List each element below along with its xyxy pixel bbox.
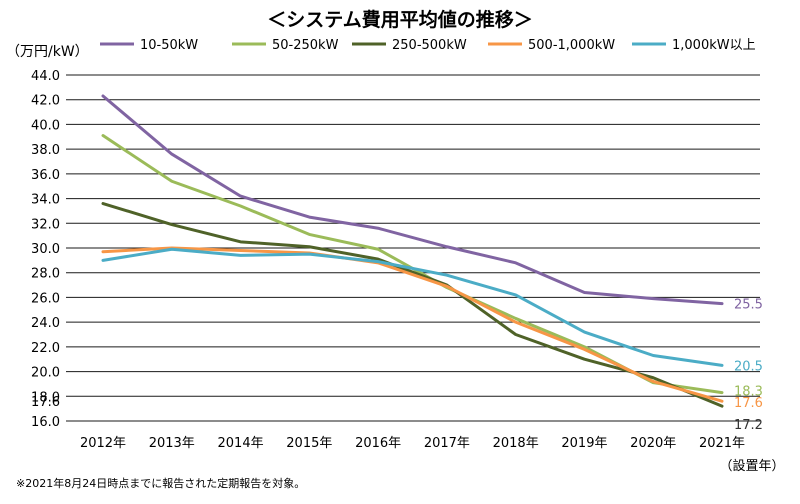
x-tick-label: 2014年 <box>218 436 264 451</box>
y-tick-label: 34.0 <box>31 193 60 208</box>
end-value-label: 25.5 <box>734 298 763 313</box>
y-tick-label: 30.0 <box>31 242 60 257</box>
series-lines <box>101 94 724 408</box>
y-axis-label: （万円/kW） <box>6 44 89 60</box>
series-line <box>101 202 724 408</box>
chart-title: ＜システム費用平均値の推移＞ <box>267 8 532 31</box>
footnote: ※2021年8月24日時点までに報告された定期報告を対象。 <box>16 476 305 490</box>
y-tick-label: 32.0 <box>31 217 60 232</box>
x-tick-label: 2017年 <box>424 436 470 451</box>
end-value-label: 17.6 <box>734 396 763 411</box>
y-tick-label: 17.6 <box>31 395 60 410</box>
x-axis-label: （設置年） <box>719 458 784 474</box>
series-line <box>101 94 724 306</box>
legend-label: 250-500kW <box>392 38 467 53</box>
x-axis-ticks: 2012年 2013年 2014年 2015年 2016年 2017年 2018年 2019年… <box>80 436 745 451</box>
y-axis-ticks: 16.0 17.618.0 20.0 22.0 24.0 26.0 28.0 30.0 32.0… <box>31 69 60 430</box>
x-tick-label: 2021年 <box>699 436 745 451</box>
x-tick-label: 2018年 <box>493 436 539 451</box>
legend: 10-50kW 50-250kW 250-500kW 500-1,000kW 1,000… <box>100 38 756 53</box>
y-tick-label: 16.0 <box>31 415 60 430</box>
legend-label: 500-1,000kW <box>528 38 615 53</box>
end-value-label: 20.5 <box>734 359 763 374</box>
y-tick-label: 26.0 <box>31 291 60 306</box>
x-tick-label: 2015年 <box>286 436 332 451</box>
y-tick-label: 28.0 <box>31 267 60 282</box>
y-tick-label: 24.0 <box>31 316 60 331</box>
legend-label: 1,000kW以上 <box>672 38 756 53</box>
x-tick-label: 2016年 <box>355 436 401 451</box>
y-tick-label: 20.0 <box>31 366 60 381</box>
y-tick-label: 40.0 <box>31 118 60 133</box>
y-tick-label: 22.0 <box>31 341 60 356</box>
y-tick-label: 18.0 <box>31 390 60 405</box>
x-tick-label: 2019年 <box>561 436 607 451</box>
end-value-label: 17.2 <box>734 418 763 433</box>
series-line <box>101 247 724 367</box>
y-tick-label: 42.0 <box>31 94 60 109</box>
end-value-labels: 25.5 18.3 17.2 17.6 20.5 <box>734 298 763 434</box>
x-tick-label: 2012年 <box>80 436 126 451</box>
gridlines <box>66 74 760 422</box>
y-tick-label: 44.0 <box>31 69 60 84</box>
series-line <box>101 246 724 403</box>
x-tick-label: 2020年 <box>630 436 676 451</box>
legend-label: 50-250kW <box>272 38 339 53</box>
y-tick-label: 36.0 <box>31 168 60 183</box>
end-value-label: 18.3 <box>734 385 763 400</box>
x-tick-label: 2013年 <box>149 436 195 451</box>
y-tick-label: 38.0 <box>31 143 60 158</box>
legend-label: 10-50kW <box>140 38 198 53</box>
